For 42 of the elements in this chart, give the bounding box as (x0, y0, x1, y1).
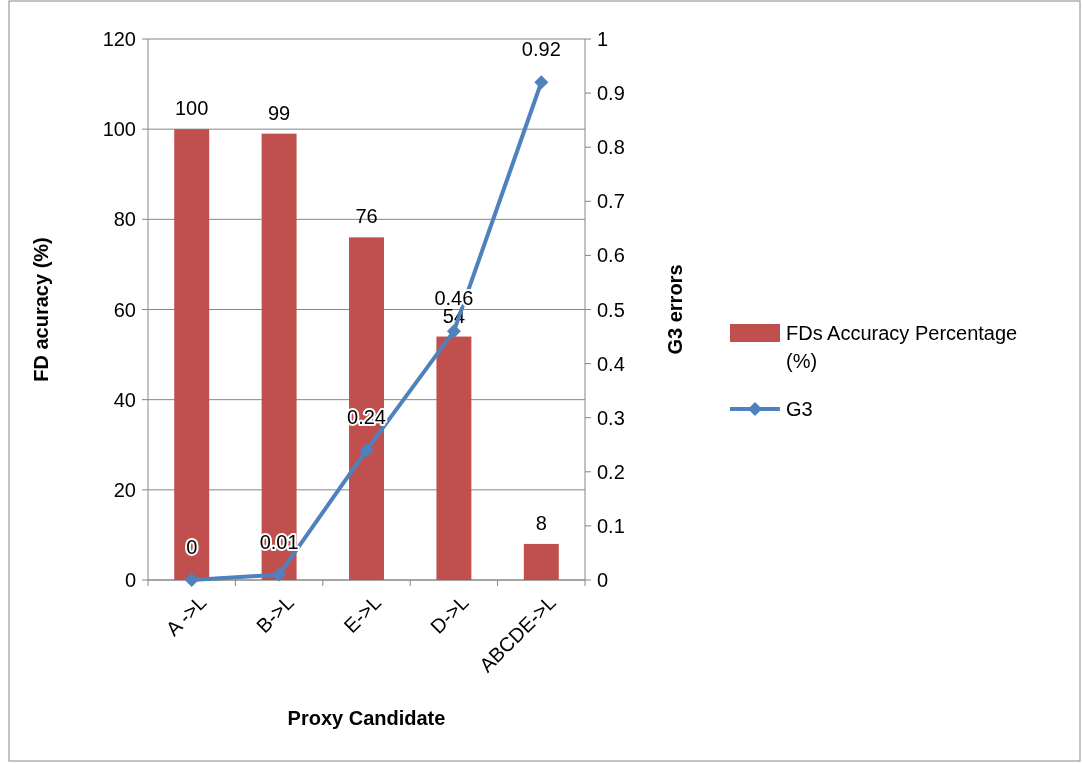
point (272, 567, 287, 582)
y2-tick-label: 0.8 (597, 136, 625, 159)
bar (261, 133, 297, 580)
y2-tick-label: 0.1 (597, 514, 625, 537)
y2-tick-label: 0 (597, 569, 609, 591)
bar (174, 129, 210, 580)
x-tick-label: E->L (339, 591, 386, 637)
y-tick-label: 120 (102, 28, 136, 50)
x-tick-label: A ->L (161, 591, 211, 641)
y-tick-label: 60 (113, 298, 136, 321)
y-tick-label: 40 (113, 388, 136, 411)
y2-tick-label: 1 (597, 28, 609, 50)
y2-tick-label: 0.4 (597, 352, 625, 375)
y-tick-label: 80 (113, 208, 136, 231)
y2-tick-label: 0.5 (597, 298, 625, 321)
legend-label: FDs Accuracy Percentage (%) (786, 322, 1018, 372)
x-tick-label: B->L (252, 591, 298, 637)
data-label: 99 (267, 101, 291, 124)
point (446, 324, 461, 339)
data-label: 0.92 (521, 38, 561, 61)
y2-tick-label: 0.7 (597, 190, 625, 213)
y2-tick-label: 0.6 (597, 244, 625, 267)
point (534, 75, 549, 90)
data-label: 8 (535, 511, 547, 534)
y2-tick-label: 0.9 (597, 82, 625, 105)
bar (523, 543, 559, 580)
y2-tick-label: 0.3 (597, 406, 625, 429)
y-axis-title: FD acuracy (%) (30, 237, 52, 382)
x-axis-title: Proxy Candidate (287, 707, 446, 729)
data-label: 76 (355, 205, 378, 228)
data-label: 100 (175, 97, 209, 120)
y2-tick-label: 0.2 (597, 460, 625, 483)
y2-axis-title: G3 errors (664, 264, 686, 355)
y-tick-label: 20 (113, 478, 136, 501)
data-label: 0 (186, 536, 198, 558)
y-tick-label: 0 (124, 569, 136, 591)
point (184, 573, 199, 587)
bar (436, 336, 472, 580)
bar (349, 237, 384, 580)
point (359, 443, 374, 458)
y-tick-label: 100 (102, 118, 136, 141)
legend-label: G3 (786, 398, 813, 420)
